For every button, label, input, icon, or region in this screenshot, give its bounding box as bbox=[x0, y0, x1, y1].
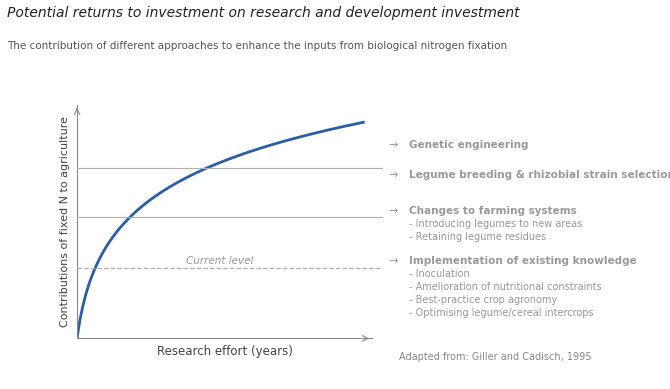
Text: Genetic engineering: Genetic engineering bbox=[409, 140, 528, 150]
Text: Potential returns to investment on research and development investment: Potential returns to investment on resea… bbox=[7, 6, 519, 20]
Text: - Amelioration of nutritional constraints: - Amelioration of nutritional constraint… bbox=[409, 282, 602, 292]
Text: - Optimising legume/cereal intercrops: - Optimising legume/cereal intercrops bbox=[409, 308, 594, 318]
Text: - Retaining legume residues: - Retaining legume residues bbox=[409, 232, 546, 242]
Text: Current level: Current level bbox=[186, 256, 254, 266]
Text: →: → bbox=[389, 206, 398, 216]
Text: →: → bbox=[389, 170, 398, 180]
Text: Implementation of existing knowledge: Implementation of existing knowledge bbox=[409, 256, 636, 266]
Text: Changes to farming systems: Changes to farming systems bbox=[409, 206, 576, 216]
Text: Adapted from: Giller and Cadisch, 1995: Adapted from: Giller and Cadisch, 1995 bbox=[399, 352, 591, 362]
Text: Legume breeding & rhizobial strain selection: Legume breeding & rhizobial strain selec… bbox=[409, 170, 670, 180]
X-axis label: Research effort (years): Research effort (years) bbox=[157, 345, 292, 358]
Text: - Introducing legumes to new areas: - Introducing legumes to new areas bbox=[409, 219, 582, 229]
Text: The contribution of different approaches to enhance the inputs from biological n: The contribution of different approaches… bbox=[7, 41, 507, 51]
Text: →: → bbox=[389, 140, 398, 150]
Text: - Best-practice crop agronomy: - Best-practice crop agronomy bbox=[409, 295, 557, 305]
Y-axis label: Contributions of fixed N to agriculture: Contributions of fixed N to agriculture bbox=[60, 116, 70, 327]
Text: →: → bbox=[389, 256, 398, 266]
Text: - Inoculation: - Inoculation bbox=[409, 269, 470, 279]
